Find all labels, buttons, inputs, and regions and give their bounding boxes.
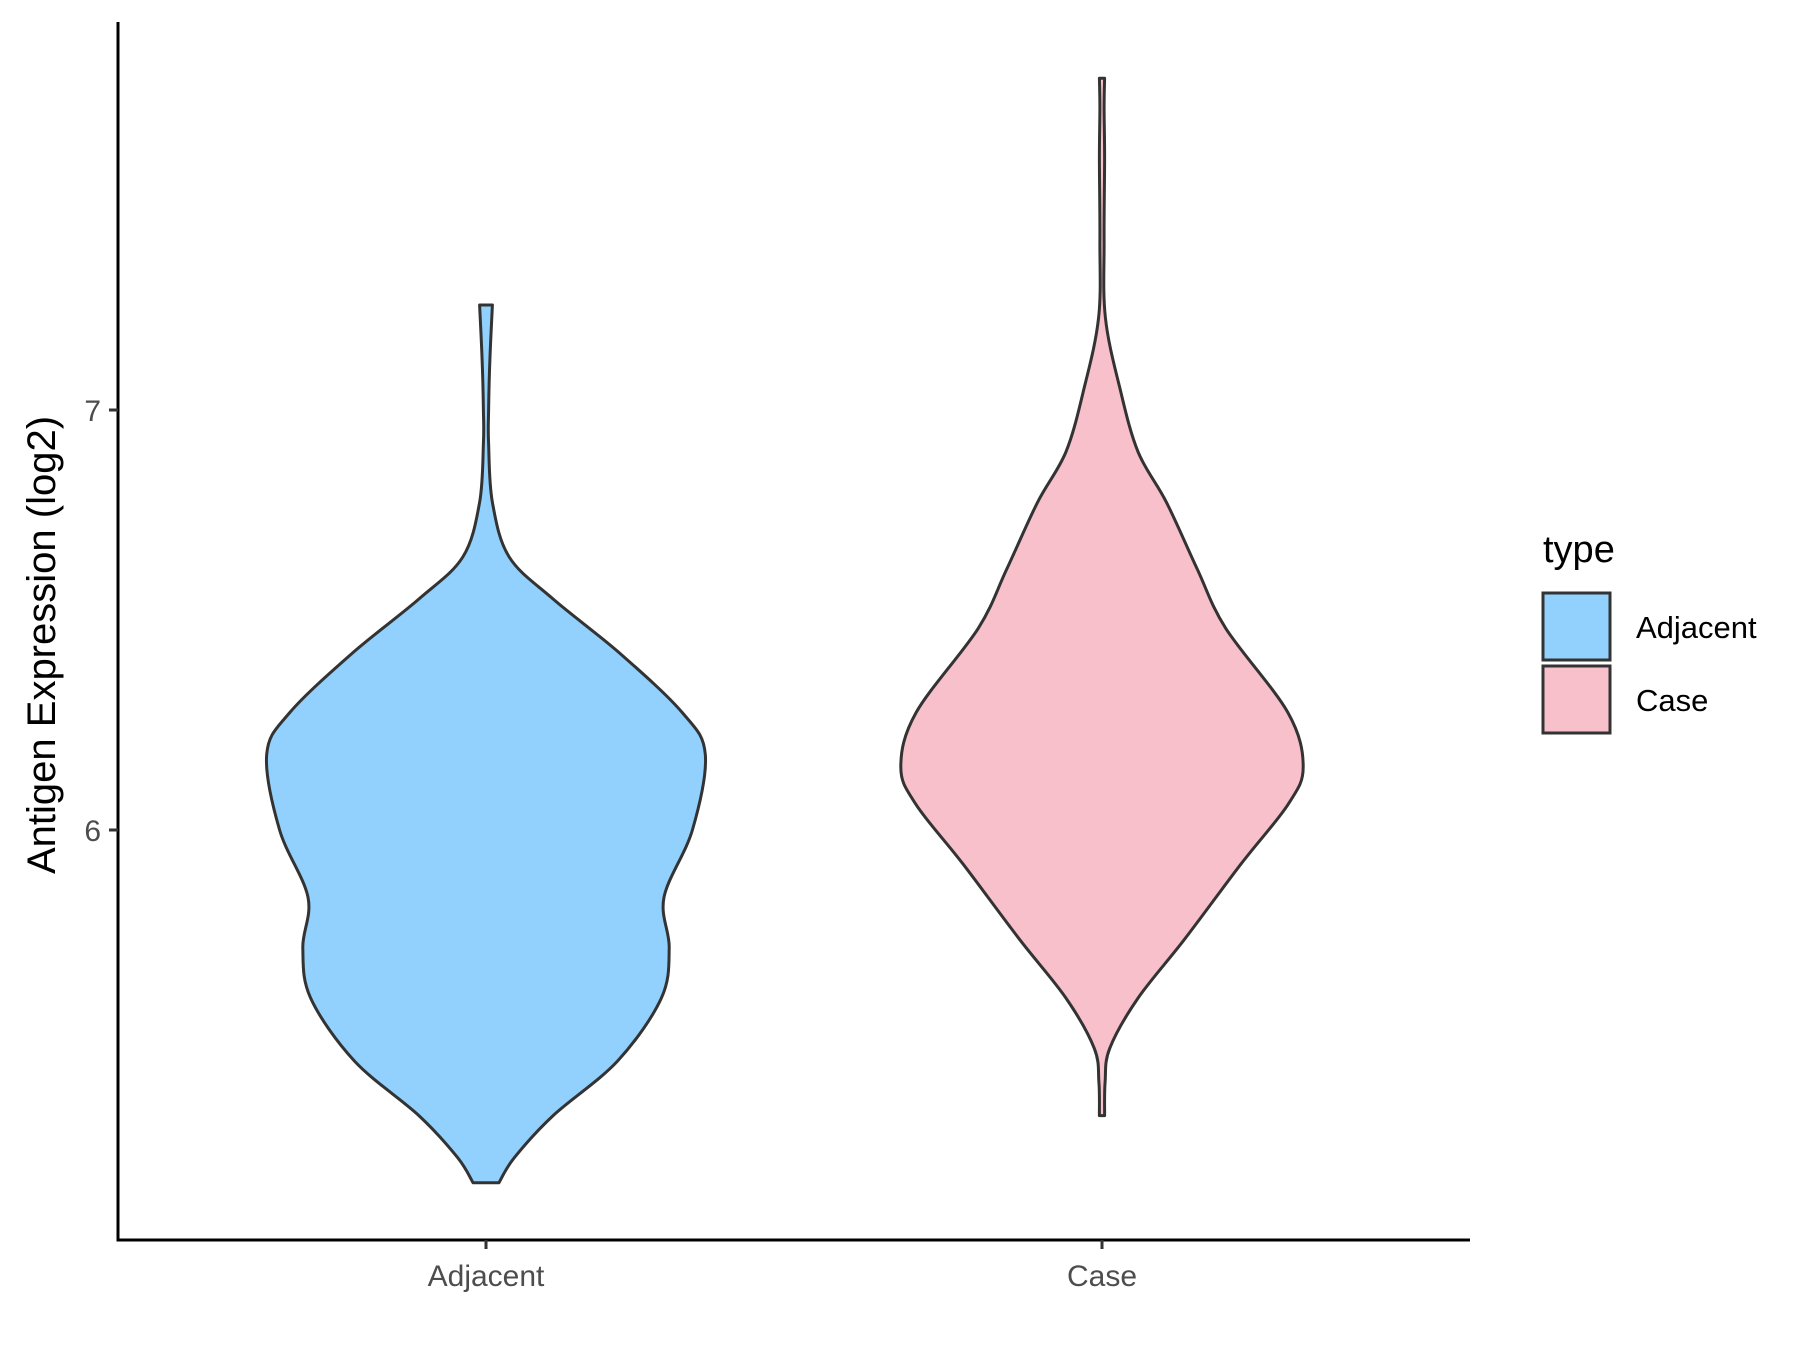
legend-label-case: Case <box>1636 683 1708 718</box>
y-axis-ticks: 67 <box>84 395 118 848</box>
y-tick-label: 6 <box>84 815 101 848</box>
legend-title: type <box>1543 529 1615 571</box>
violin-layer <box>264 76 1305 1185</box>
legend-label-adjacent: Adjacent <box>1636 610 1757 645</box>
y-axis-title: Antigen Expression (log2) <box>20 416 64 874</box>
violin-adjacent <box>264 303 708 1185</box>
violin-case <box>899 76 1305 1118</box>
y-tick-label: 7 <box>84 395 101 428</box>
legend: Adjacent Case <box>1541 591 1757 735</box>
legend-key-case <box>1541 664 1612 735</box>
x-tick-label: Case <box>1067 1260 1137 1293</box>
x-tick-label: Adjacent <box>428 1260 545 1293</box>
x-axis-ticks: Adjacent Case <box>428 1240 1137 1293</box>
legend-key-adjacent <box>1541 591 1612 662</box>
